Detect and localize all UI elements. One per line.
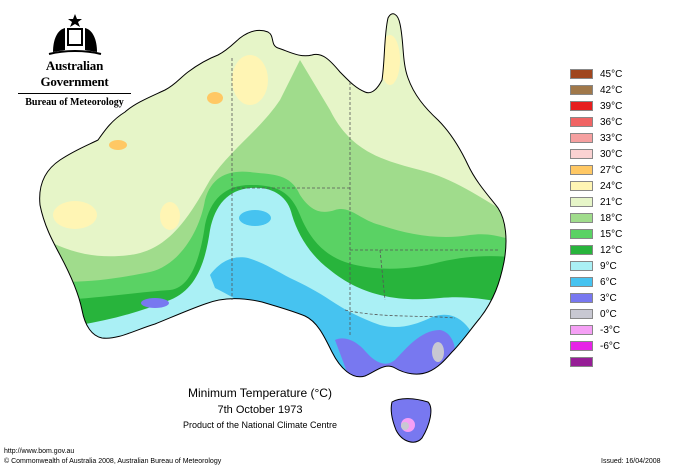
logo-divider	[18, 93, 131, 94]
legend-row: 33°C	[570, 130, 628, 146]
legend-label: 0°C	[600, 308, 617, 320]
legend-row: 15°C	[570, 226, 628, 242]
footer-copyright: © Commonwealth of Australia 2008, Austra…	[4, 458, 222, 465]
legend-row: 9°C	[570, 258, 628, 274]
bureau-title: Bureau of Meteorology	[25, 97, 124, 108]
legend-label: 12°C	[600, 244, 623, 256]
legend-swatch	[570, 213, 593, 223]
footer-issued: Issued: 16/04/2008	[601, 458, 661, 465]
map-title: Minimum Temperature (°C)	[188, 386, 332, 400]
legend-label: 36°C	[600, 116, 623, 128]
legend-swatch	[570, 117, 593, 127]
legend-swatch	[570, 197, 593, 207]
legend-row: 36°C	[570, 114, 628, 130]
legend-label: 18°C	[600, 212, 623, 224]
map-caption: Minimum Temperature (°C) 7th October 197…	[140, 386, 380, 430]
legend-label: -3°C	[600, 324, 621, 336]
legend-row: 27°C	[570, 162, 628, 178]
legend-row	[570, 354, 628, 370]
legend-swatch	[570, 165, 593, 175]
legend-label: 45°C	[600, 68, 623, 80]
legend-swatch	[570, 357, 593, 367]
legend-row: 42°C	[570, 82, 628, 98]
legend-swatch	[570, 277, 593, 287]
legend-label: 3°C	[600, 292, 617, 304]
legend-swatch	[570, 293, 593, 303]
legend-row: 30°C	[570, 146, 628, 162]
legend-row: 18°C	[570, 210, 628, 226]
legend-row: 24°C	[570, 178, 628, 194]
legend-swatch	[570, 229, 593, 239]
legend-label: 27°C	[600, 164, 623, 176]
legend-row: -6°C	[570, 338, 628, 354]
legend-label: 21°C	[600, 196, 623, 208]
legend-swatch	[570, 309, 593, 319]
map-product: Product of the National Climate Centre	[182, 420, 338, 430]
legend-row: 45°C	[570, 66, 628, 82]
legend-row: 21°C	[570, 194, 628, 210]
legend-label: 24°C	[600, 180, 623, 192]
legend-swatch	[570, 341, 593, 351]
legend-swatch	[570, 149, 593, 159]
legend-swatch	[570, 69, 593, 79]
footer-url[interactable]: http://www.bom.gov.au	[4, 448, 75, 455]
legend-swatch	[570, 181, 593, 191]
legend-label: 6°C	[600, 276, 617, 288]
government-logo: Australian Government Bureau of Meteorol…	[12, 12, 137, 108]
legend-swatch	[570, 85, 593, 95]
legend-swatch	[570, 325, 593, 335]
legend-row: 3°C	[570, 290, 628, 306]
legend-label: 33°C	[600, 132, 623, 144]
legend-row: -3°C	[570, 322, 628, 338]
legend-label: 9°C	[600, 260, 617, 272]
legend-swatch	[570, 101, 593, 111]
legend-swatch	[570, 261, 593, 271]
legend-label: 15°C	[600, 228, 623, 240]
legend-swatch	[570, 245, 593, 255]
legend-row: 12°C	[570, 242, 628, 258]
temperature-legend: 45°C 42°C 39°C 36°C 33°C 30°C 27°C 24°C 21°C 18°C…	[570, 66, 628, 370]
legend-label: -6°C	[600, 340, 621, 352]
legend-row: 6°C	[570, 274, 628, 290]
map-date: 7th October 1973	[217, 404, 303, 416]
legend-swatch	[570, 133, 593, 143]
government-title: Australian Government	[40, 58, 109, 89]
legend-label: 39°C	[600, 100, 623, 112]
legend-row: 39°C	[570, 98, 628, 114]
legend-row: 0°C	[570, 306, 628, 322]
coat-of-arms-icon	[48, 14, 101, 55]
legend-label: 42°C	[600, 84, 623, 96]
legend-label: 30°C	[600, 148, 623, 160]
